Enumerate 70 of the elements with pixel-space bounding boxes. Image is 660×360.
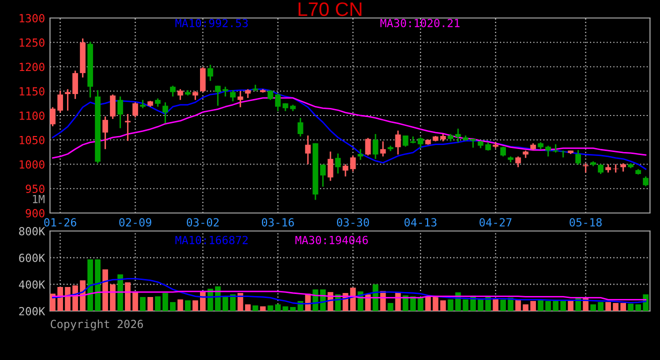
candlestick [170,85,176,98]
line-series [52,290,646,300]
line-series [52,278,646,304]
y-tick-label: 1100 [20,112,44,120]
candlestick [268,89,274,101]
candlestick [365,137,371,156]
y-tick-label: 800K [19,227,46,236]
text: MA10:992.53 [175,18,248,28]
candlestick [50,106,56,127]
text: MA30:1020.21 [380,18,460,28]
y-tick-label: 900 [26,209,44,218]
x-tick-label: 03-30 [336,218,369,227]
candlestick [545,145,551,158]
candlestick [328,150,334,182]
y-tick-label: 600K [19,254,46,262]
candlestick [358,148,364,161]
candlestick [305,134,311,165]
candlestick [57,90,64,114]
x-tick-label: 03-16 [262,218,294,227]
x-tick-label: 03-02 [186,218,219,227]
candlestick [372,133,378,160]
candlestick [395,130,401,156]
candlestick [380,140,386,158]
candlestick [298,117,304,138]
text: Copyright 2026 [50,320,143,330]
candlestick [230,89,236,102]
text: MA30:194046 [295,236,368,244]
y-tick-label: 1050 [20,136,44,144]
y-tick-label: 950 [26,184,44,194]
y-tick-label: 400K [18,280,46,289]
candlestick [72,70,78,100]
text: 1M [32,194,45,204]
y-tick-label: 1150 [20,87,44,96]
candlestick [162,102,168,124]
x-tick-label: 04-27 [480,218,512,227]
y-tick-label: 200K [19,307,46,316]
x-tick-label: 04-13 [404,218,436,227]
candlestick [335,152,341,174]
candlestick [642,176,649,187]
x-tick-label: 01-26 [44,218,76,227]
candlestick [102,116,108,150]
candlestick [208,64,214,82]
y-tick-label: 1200 [20,62,44,72]
candlestick [552,144,558,154]
candlestick [320,164,326,188]
line-series [52,88,646,170]
chart-title: L70 CN [298,2,362,16]
candlestick [275,92,281,112]
x-tick-label: 05-18 [570,218,602,227]
candlestick [575,149,581,166]
y-tick-label: 1300 [20,14,44,22]
candlestick [64,88,71,112]
text: MA10:166872 [175,236,248,244]
candlestick [500,146,506,158]
candlestick [178,88,184,101]
y-tick-label: 1000 [20,160,44,169]
y-tick-label: 1250 [20,38,44,47]
candlestick [117,96,124,129]
candlestick [222,86,228,98]
candlestick [560,150,566,158]
candlestick [110,94,116,120]
candlestick [515,156,521,168]
candlestick [200,66,206,93]
candlestick [582,162,588,174]
candlestick [132,102,138,118]
candlestick [612,164,619,174]
candlestick [124,113,131,142]
x-tick-label: 02-09 [119,218,152,227]
candlestick [215,85,221,106]
candlestick [238,90,244,108]
